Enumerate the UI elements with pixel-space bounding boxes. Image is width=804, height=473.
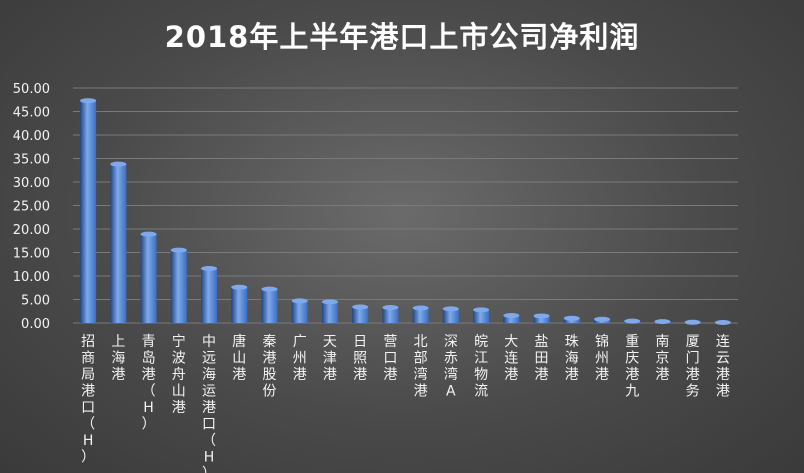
x-tick-label: 盐田港	[535, 334, 549, 383]
y-tick-label: 50.00	[13, 82, 50, 97]
x-tick-label: 重庆港九	[625, 334, 639, 400]
y-tick-label: 0.00	[21, 317, 50, 332]
bar-cap	[80, 98, 97, 104]
x-tick-label: 招商局港口（ H）	[81, 334, 95, 466]
bar-cap	[352, 304, 369, 310]
bar	[201, 268, 218, 323]
bar-cap	[201, 265, 218, 271]
x-tick-label: 日照港	[353, 334, 367, 383]
bar-cap	[231, 284, 248, 290]
bar-cap	[412, 305, 429, 311]
y-tick-label: 20.00	[13, 223, 50, 238]
x-tick-label: 上海港	[111, 334, 125, 383]
x-tick-label: 广州港	[293, 334, 307, 383]
x-tick-label: 连云港港	[716, 334, 730, 400]
bar-cap	[684, 319, 701, 325]
x-tick-label: 大连港	[504, 334, 518, 383]
y-tick-label: 10.00	[13, 270, 50, 285]
bar-cap	[563, 315, 580, 321]
bar-cap	[503, 312, 520, 318]
y-tick-label: 5.00	[21, 294, 50, 309]
bar-cap	[291, 298, 308, 304]
bar-cap	[140, 231, 157, 237]
chart-title: 2018年上半年港口上市公司净利润	[164, 20, 640, 54]
x-tick-label: 厦门港务	[686, 334, 700, 400]
bar	[533, 315, 550, 323]
y-tick-label: 30.00	[13, 176, 50, 191]
x-tick-label: 宁波舟山港	[172, 333, 186, 416]
bar	[261, 289, 278, 323]
bar	[291, 300, 308, 323]
y-tick-label: 40.00	[13, 129, 50, 144]
bars	[80, 98, 731, 326]
x-tick-label: 天津港	[323, 334, 337, 383]
bar	[412, 307, 429, 323]
x-axis-ticks: 招商局港口（H） 上海港 青岛港（H） 宁波舟山港 中远海运港口（H） 唐山港 秦港股份 广州…	[81, 333, 730, 473]
x-tick-label: 营口港	[383, 334, 397, 383]
y-tick-label: 35.00	[13, 153, 50, 168]
bar-cap	[170, 247, 187, 253]
bar	[110, 164, 127, 323]
x-tick-label: 珠海港	[565, 334, 579, 383]
bar-cap	[473, 307, 490, 313]
bar-cap	[321, 299, 338, 305]
bar	[473, 309, 490, 323]
bar-cap	[382, 304, 399, 310]
x-tick-label: 青岛港（ H）	[142, 334, 156, 433]
bar	[352, 307, 369, 323]
x-tick-label: 秦港股份	[262, 334, 276, 400]
x-tick-label: 北部湾港	[414, 334, 428, 400]
bar-cap	[533, 313, 550, 319]
bar-cap	[442, 306, 459, 312]
y-tick-label: 45.00	[13, 106, 50, 121]
y-tick-label: 25.00	[13, 200, 50, 215]
bar	[382, 307, 399, 323]
y-axis-ticks: 50.00 45.00 40.00 35.00 30.00 25.00 20.00 15.00…	[13, 82, 50, 332]
x-tick-label: 唐山港	[232, 333, 246, 383]
bar-cap	[261, 286, 278, 292]
bar-cap	[110, 161, 127, 167]
bar-cap	[654, 319, 671, 325]
bar-cap	[593, 316, 610, 322]
x-tick-label: 深赤湾 A	[444, 334, 458, 400]
bar	[231, 287, 248, 323]
bar	[321, 301, 338, 323]
y-tick-label: 15.00	[13, 247, 50, 262]
x-tick-label: 南京港	[655, 334, 669, 383]
x-tick-label: 皖江物流	[474, 334, 488, 400]
x-tick-label: 中远海运港口（H）	[202, 334, 216, 473]
bar	[80, 100, 97, 323]
bar	[140, 234, 157, 323]
bar-cap	[624, 318, 641, 324]
bar-cap	[714, 320, 731, 326]
bar	[170, 250, 187, 323]
bar	[442, 308, 459, 323]
bar	[503, 315, 520, 323]
x-tick-label: 锦州港	[595, 333, 609, 383]
